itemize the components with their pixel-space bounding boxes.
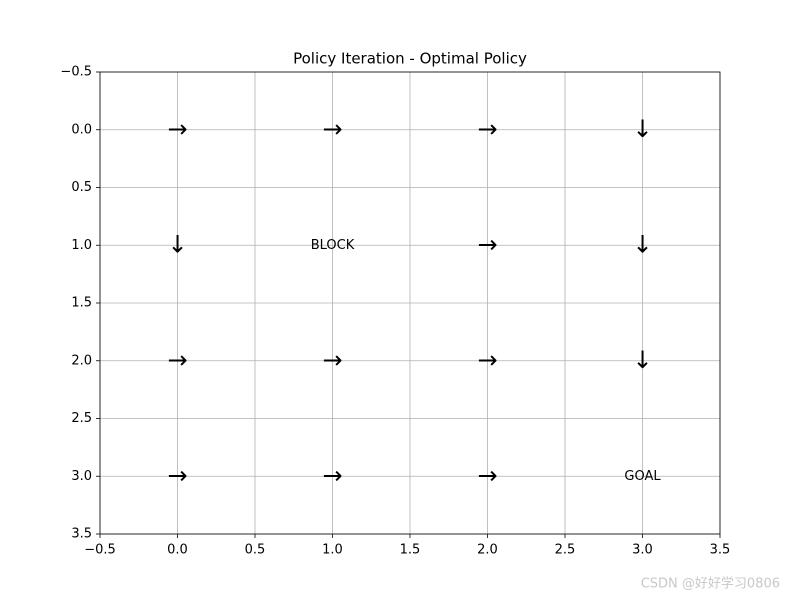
cell-label: →: [322, 346, 342, 374]
cell-label: ↓: [632, 230, 652, 258]
y-tick-label: 2.5: [71, 411, 92, 426]
cell-label: →: [477, 346, 497, 374]
y-tick-label: 1.0: [71, 238, 92, 253]
y-tick-label: 0.5: [71, 180, 92, 195]
cell-label: →: [477, 461, 497, 489]
x-tick-label: 0.0: [167, 543, 188, 558]
y-tick-label: 0.0: [71, 122, 92, 137]
cell-label: →: [167, 346, 187, 374]
cell-label: →: [477, 230, 497, 258]
cell-label: →: [322, 115, 342, 143]
cell-label: ↓: [167, 230, 187, 258]
cell-label: →: [477, 115, 497, 143]
y-tick-label: 2.0: [71, 353, 92, 368]
cell-label: ↓: [632, 115, 652, 143]
cell-label: BLOCK: [311, 238, 355, 253]
cell-label: →: [322, 461, 342, 489]
x-tick-label: 3.5: [710, 543, 731, 558]
y-tick-label: 1.5: [71, 296, 92, 311]
x-tick-label: 1.5: [400, 543, 421, 558]
cell-label: →: [167, 461, 187, 489]
x-tick-label: −0.5: [84, 543, 116, 558]
cell-label: ↓: [632, 346, 652, 374]
cell-label: GOAL: [624, 469, 661, 484]
x-tick-label: 2.0: [477, 543, 498, 558]
y-tick-label: 3.5: [71, 527, 92, 542]
x-tick-label: 0.5: [245, 543, 266, 558]
x-tick-label: 3.0: [632, 543, 653, 558]
watermark: CSDN @好好学习0806: [641, 576, 780, 592]
y-tick-label: 3.0: [71, 469, 92, 484]
x-tick-label: 1.0: [322, 543, 343, 558]
chart-title: Policy Iteration - Optimal Policy: [293, 50, 527, 68]
y-tick-label: −0.5: [60, 65, 92, 80]
plot-frame: [99, 71, 721, 535]
cell-label: →: [167, 115, 187, 143]
x-tick-label: 2.5: [555, 543, 576, 558]
